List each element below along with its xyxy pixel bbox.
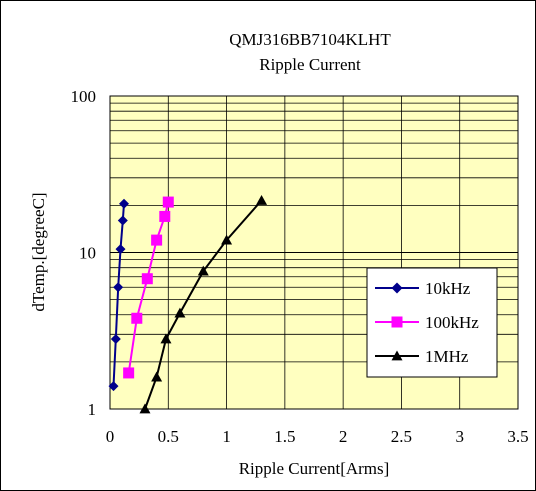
x-tick-label: 3 — [455, 427, 464, 446]
data-point — [391, 316, 403, 328]
chart-title: QMJ316BB7104KLHT — [229, 30, 391, 49]
data-point — [151, 371, 163, 382]
x-tick-label: 3.5 — [507, 427, 528, 446]
series-10khz — [108, 198, 129, 392]
data-point — [115, 244, 126, 255]
legend-item: 10kHz — [375, 279, 471, 298]
data-point — [117, 215, 128, 226]
data-point — [131, 312, 143, 324]
y-tick-label: 10 — [79, 244, 96, 263]
data-point — [391, 350, 403, 361]
data-point — [113, 282, 124, 293]
data-point — [162, 196, 174, 208]
legend-item: 1MHz — [375, 347, 469, 366]
chart-subtitle: Ripple Current — [259, 55, 361, 74]
data-point — [151, 234, 163, 246]
data-point — [118, 198, 129, 209]
x-tick-label: 2.5 — [391, 427, 412, 446]
data-point — [110, 334, 121, 345]
x-axis-label: Ripple Current[Arms] — [239, 459, 390, 478]
data-point — [139, 403, 151, 414]
x-tick-label: 1 — [222, 427, 231, 446]
y-axis-label: dTemp.[degreeC] — [29, 192, 48, 311]
legend-label: 100kHz — [425, 313, 479, 332]
x-tick-label: 2 — [339, 427, 348, 446]
data-point — [391, 282, 403, 294]
series-layer — [108, 194, 268, 414]
data-point — [123, 367, 135, 379]
data-point — [159, 210, 171, 222]
x-tick-label: 1.5 — [274, 427, 295, 446]
y-tick-label: 1 — [88, 400, 97, 419]
data-point — [197, 265, 209, 276]
data-point — [141, 273, 153, 285]
data-point — [160, 333, 172, 344]
legend-item: 100kHz — [375, 313, 479, 332]
data-point — [256, 194, 268, 205]
x-tick-label: 0 — [106, 427, 115, 446]
x-tick-label: 0.5 — [158, 427, 179, 446]
axis-ticks: 0 0.5 1 1.5 2 2.5 3 3.5 1 10 100 — [71, 87, 529, 446]
y-tick-label: 100 — [71, 87, 97, 106]
data-point — [221, 234, 233, 245]
data-point — [174, 307, 186, 318]
legend-label: 1MHz — [425, 347, 469, 366]
series-100khz — [123, 196, 174, 379]
series-1mhz — [139, 194, 268, 414]
legend-label: 10kHz — [425, 279, 471, 298]
legend: 10kHz 100kHz 1MHz — [366, 267, 498, 378]
data-point — [108, 381, 119, 392]
